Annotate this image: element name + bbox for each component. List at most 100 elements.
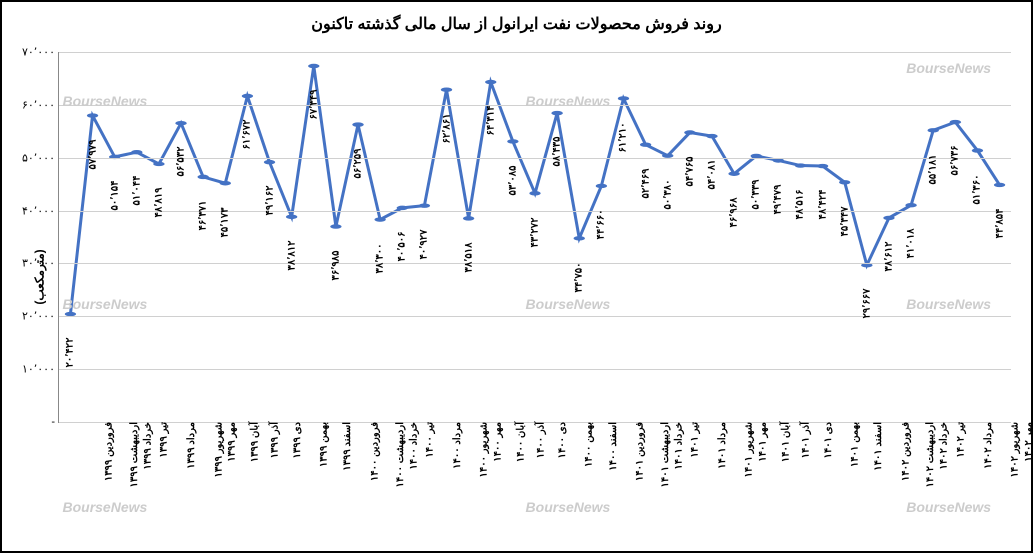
xtick-label: مهر ۱۴۰۰ — [489, 422, 504, 462]
watermark: BourseNews — [526, 499, 611, 515]
xtick-label: تیر ۱۴۰۰ — [420, 422, 435, 458]
ytick-label: - — [51, 416, 59, 428]
data-value-label: ۳۸٬۸۱۲ — [286, 241, 297, 271]
data-value-label: ۵۱٬۳۶۰ — [972, 174, 983, 204]
xtick-label: آذر ۱۳۹۹ — [266, 422, 281, 458]
xtick-label: بهمن ۱۳۹۹ — [314, 422, 329, 467]
data-value-label: ۴۱٬۰۱۸ — [906, 229, 917, 259]
xtick-label: دی ۱۳۹۹ — [288, 422, 303, 459]
data-value-label: ۵۴٬۷۶۵ — [684, 156, 695, 186]
xtick-label: مرداد ۱۴۰۱ — [713, 422, 728, 469]
data-value-label: ۴۴٬۶۶۰ — [596, 210, 607, 240]
xtick-label: تیر ۱۴۰۲ — [951, 422, 966, 458]
gridline — [59, 263, 1011, 264]
watermark: BourseNews — [526, 93, 611, 109]
xtick-label: شهریور ۱۴۰۰ — [474, 422, 489, 478]
xtick-label: شهریور ۱۴۰۱ — [740, 422, 755, 478]
ytick-label: ۶۰٬۰۰۰ — [22, 98, 59, 111]
data-value-label: ۵۰٬۳۳۹ — [751, 180, 762, 210]
data-value-label: ۵۰٬۱۵۴ — [109, 181, 120, 211]
data-value-label: ۴۹٬۴۷۹ — [773, 184, 784, 214]
data-value-label: ۴۳٬۲۷۲ — [530, 217, 541, 247]
xtick-label: خرداد ۱۴۰۲ — [935, 422, 950, 470]
watermark: BourseNews — [906, 60, 991, 76]
watermark: BourseNews — [906, 296, 991, 312]
data-value-label: ۴۸٬۸۱۹ — [153, 188, 164, 218]
data-value-label: ۵۶٬۷۳۶ — [950, 146, 961, 176]
ytick-label: ۳۰٬۰۰۰ — [22, 257, 59, 270]
data-value-label: ۶۴٬۳۱۴ — [485, 106, 496, 136]
ytick-label: ۱۰٬۰۰۰ — [22, 363, 59, 376]
xtick-label: اسفند ۱۴۰۰ — [604, 422, 619, 471]
data-value-label: ۴۶٬۳۷۱ — [198, 201, 209, 231]
xtick-label: مهر ۱۴۰۱ — [754, 422, 769, 462]
xtick-label: خرداد ۱۴۰۱ — [669, 422, 684, 470]
xtick-label: مرداد ۱۴۰۲ — [979, 422, 994, 469]
xtick-label: فروردین ۱۳۹۹ — [100, 422, 115, 481]
data-value-label: ۶۷٬۳۴۹ — [308, 90, 319, 120]
data-value-label: ۴۵٬۳۴۷ — [839, 206, 850, 236]
data-value-label: ۴۸٬۴۲۴ — [817, 190, 828, 220]
gridline — [59, 369, 1011, 370]
xtick-label: مهر ۱۳۹۹ — [223, 422, 238, 462]
data-value-label: ۵۶٬۵۳۲ — [176, 147, 187, 177]
data-value-label: ۲۹٬۶۶۷ — [861, 289, 872, 319]
data-value-label: ۲۰٬۴۲۲ — [65, 338, 76, 368]
xtick-label: آذر ۱۴۰۱ — [797, 422, 812, 458]
data-value-label: ۵۰٬۳۸۰ — [662, 179, 673, 209]
data-value-label: ۵۷٬۹۷۹ — [87, 139, 98, 169]
data-value-label: ۴۸٬۵۱۶ — [795, 189, 806, 219]
data-value-label: ۶۱٬۶۷۲ — [242, 120, 253, 150]
ytick-label: ۵۰٬۰۰۰ — [22, 151, 59, 164]
xtick-label: اسفند ۱۳۹۹ — [338, 422, 353, 471]
xtick-label: آبان ۱۴۰۱ — [776, 422, 791, 462]
data-value-label: ۳۴٬۷۵۰ — [574, 262, 585, 292]
data-value-label: ۵۳٬۰۸۵ — [507, 165, 518, 195]
xtick-label: شهریور ۱۳۹۹ — [209, 422, 224, 478]
data-value-label: ۴۰٬۵۰۶ — [397, 232, 408, 262]
data-value-label: ۳۸٬۶۱۲ — [883, 242, 894, 272]
ytick-label: ۲۰٬۰۰۰ — [22, 310, 59, 323]
chart-title: روند فروش محصولات نفت ایرانول از سال مال… — [2, 2, 1031, 38]
data-value-label: ۴۶٬۹۶۸ — [729, 198, 740, 228]
data-value-label: ۵۲٬۴۶۹ — [640, 168, 651, 198]
data-value-label: ۳۸٬۵۱۸ — [463, 242, 474, 272]
data-value-label: ۵۶٬۲۵۹ — [353, 148, 364, 178]
xtick-label: اسفند ۱۴۰۱ — [869, 422, 884, 471]
gridline — [59, 158, 1011, 159]
xtick-label: آبان ۱۳۹۹ — [245, 422, 260, 462]
watermark: BourseNews — [62, 93, 147, 109]
watermark: BourseNews — [906, 499, 991, 515]
xtick-label: مهر ۱۴۰۲ — [1019, 422, 1033, 462]
watermark: BourseNews — [62, 296, 147, 312]
data-value-label: ۵۱٬۰۴۴ — [131, 176, 142, 206]
ytick-label: ۴۰٬۰۰۰ — [22, 204, 59, 217]
data-value-label: ۴۵٬۱۷۳ — [220, 207, 231, 237]
watermark: BourseNews — [62, 499, 147, 515]
data-value-label: ۵۸٬۴۳۵ — [552, 137, 563, 167]
xtick-label: تیر ۱۳۹۹ — [155, 422, 170, 458]
xtick-label: دی ۱۴۰۰ — [553, 422, 568, 459]
xtick-label: خرداد ۱۴۰۰ — [404, 422, 419, 470]
xtick-label: فروردین ۱۴۰۱ — [631, 422, 646, 481]
xtick-label: آذر ۱۴۰۰ — [531, 422, 546, 458]
xtick-label: مرداد ۱۳۹۹ — [182, 422, 197, 469]
data-value-label: ۴۰٬۹۲۷ — [419, 229, 430, 259]
xtick-label: فروردین ۱۴۰۲ — [896, 422, 911, 481]
data-value-label: ۵۴٬۰۸۱ — [706, 160, 717, 190]
data-value-label: ۳۶٬۹۸۵ — [330, 250, 341, 280]
data-value-label: ۶۱٬۲۱۰ — [618, 122, 629, 152]
xtick-label: تیر ۱۴۰۱ — [686, 422, 701, 458]
xtick-label: آبان ۱۴۰۰ — [511, 422, 526, 462]
gridline — [59, 52, 1011, 53]
watermark: BourseNews — [526, 296, 611, 312]
xtick-label: خرداد ۱۳۹۹ — [139, 422, 154, 470]
data-value-label: ۶۲٬۸۶۱ — [441, 114, 452, 144]
data-value-label: ۵۵٬۱۸۱ — [928, 154, 939, 184]
xtick-label: شهریور ۱۴۰۲ — [1005, 422, 1020, 478]
data-value-label: ۴۹٬۱۶۲ — [264, 186, 275, 216]
xtick-label: مرداد ۱۴۰۰ — [448, 422, 463, 469]
xtick-label: بهمن ۱۴۰۰ — [580, 422, 595, 467]
xtick-label: دی ۱۴۰۱ — [819, 422, 834, 459]
data-value-label: ۳۸٬۳۰۰ — [375, 243, 386, 273]
